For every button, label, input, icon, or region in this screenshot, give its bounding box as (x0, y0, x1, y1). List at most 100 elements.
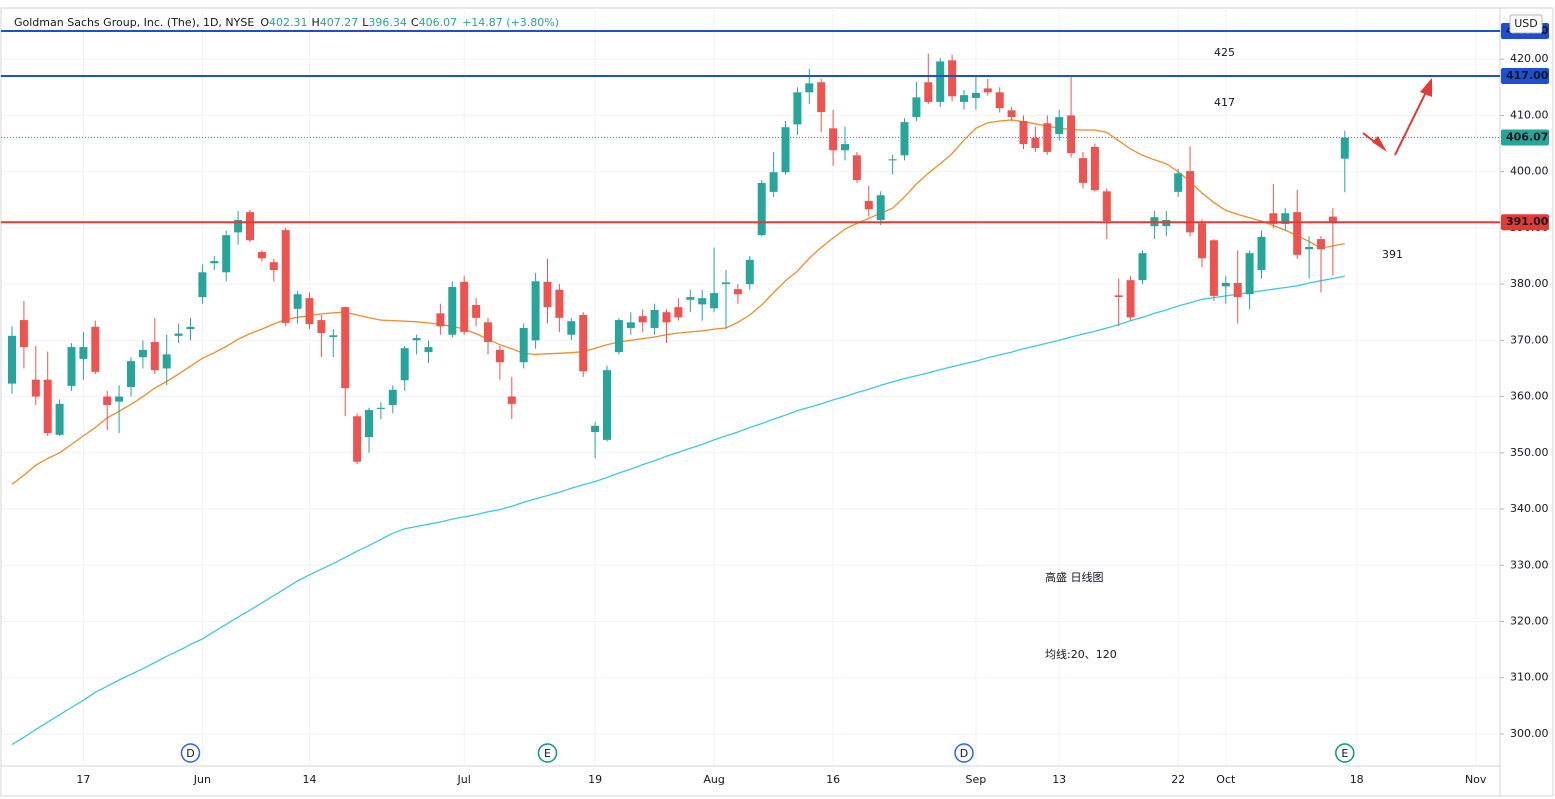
x-tick-label: Sep (966, 773, 987, 786)
candle-body (722, 282, 730, 285)
header: Goldman Sachs Group, Inc. (The), 1D, NYS… (14, 16, 559, 29)
candle-body (674, 307, 683, 318)
candle-body (43, 379, 52, 434)
candle-body (912, 97, 921, 118)
annotation: 高盛 日线图 (1045, 570, 1104, 584)
candle-body (495, 349, 504, 363)
candle-body (543, 281, 552, 308)
candle-body (55, 403, 64, 435)
event-label: E (1341, 747, 1348, 760)
y-tick-label: 360.00 (1510, 390, 1549, 403)
candle-body (1031, 137, 1040, 149)
candle-body (460, 281, 469, 332)
candle-body (1340, 137, 1349, 159)
y-tick-label: 310.00 (1510, 671, 1549, 684)
x-tick-label: 14 (303, 773, 317, 786)
x-tick-label: Aug (703, 773, 724, 786)
candle-body (138, 349, 147, 358)
candle-body (710, 293, 719, 309)
candle-body (948, 60, 957, 97)
candle-body (1257, 236, 1266, 271)
candle-body (1245, 253, 1254, 295)
candle-body (484, 322, 492, 343)
candle-body (376, 407, 385, 409)
y-tick-label: 320.00 (1510, 614, 1549, 627)
candle-body (519, 327, 528, 363)
candle-body (115, 396, 124, 402)
candle-body (603, 370, 611, 440)
candle-body (234, 219, 243, 233)
last-price-label: 406.07 (1506, 131, 1548, 144)
x-tick-label: 13 (1052, 773, 1066, 786)
candle-body (472, 304, 481, 318)
candle-body (1233, 282, 1242, 298)
candle-body (329, 335, 338, 337)
x-tick-label: Oct (1216, 773, 1236, 786)
candle-body (864, 200, 873, 210)
candle-body (971, 92, 980, 98)
candle-body (567, 321, 576, 335)
annotation: 425 (1214, 46, 1235, 59)
candle-body (79, 347, 88, 359)
candle-body (150, 342, 159, 371)
candle-body (269, 262, 278, 271)
x-tick-label: 17 (76, 773, 90, 786)
overlay: 425.00417.00391.00406.07DEDE425417391高盛 … (1, 23, 1549, 763)
candle-body (1209, 240, 1218, 296)
ohlc-value: 402.31 (269, 16, 308, 29)
candle-body (1138, 253, 1147, 281)
event-marker (537, 743, 558, 763)
moving-average (11, 119, 1345, 485)
candle-body (638, 316, 647, 323)
candle-body (579, 315, 588, 372)
candle-body (1007, 110, 1016, 118)
candle-body (341, 307, 350, 389)
candle-body (900, 122, 909, 156)
candle-body (257, 252, 266, 259)
candle-body (1114, 295, 1123, 298)
candle-body (1328, 216, 1337, 223)
candle-body (1186, 171, 1195, 233)
y-tick-label: 420.00 (1510, 52, 1549, 65)
candle-body (662, 312, 671, 323)
candle-body (1055, 117, 1064, 134)
candle-body (686, 297, 695, 300)
candle-body (841, 144, 849, 151)
candle-body (614, 320, 623, 353)
candle-body (162, 354, 171, 369)
x-tick-label: 22 (1171, 773, 1185, 786)
moving-average (11, 275, 1345, 746)
y-tick-label: 400.00 (1510, 165, 1549, 178)
candle-body (745, 259, 754, 285)
candle-body (365, 410, 373, 438)
candle-body (1067, 115, 1076, 154)
candle-body (222, 235, 231, 273)
ohlc-key: O (260, 16, 269, 29)
candle-body (1102, 191, 1111, 222)
candle-body (1317, 239, 1325, 250)
candle-body (8, 335, 16, 384)
x-tick-label: Jul (457, 773, 471, 786)
plot (8, 53, 1349, 746)
candle-body (353, 416, 362, 462)
y-tick-label: 330.00 (1510, 558, 1549, 571)
event-marker (180, 743, 201, 763)
frame (0, 7, 1554, 797)
symbol: Goldman Sachs Group, Inc. (The), 1D, NYS… (14, 16, 254, 29)
y-tick-label: 340.00 (1510, 502, 1549, 515)
arrow (1394, 89, 1428, 156)
x-tick-label: Nov (1465, 773, 1487, 786)
candle-body (1043, 123, 1052, 152)
candle-body (1090, 146, 1099, 191)
candle-body (983, 88, 992, 93)
ohlc-key: L (362, 16, 369, 29)
candle-body (805, 83, 814, 93)
level-label: 417.00 (1506, 69, 1549, 82)
event-label: E (544, 747, 551, 760)
ohlc-value: 406.07 (419, 16, 458, 29)
level-label: 391.00 (1506, 215, 1549, 228)
candle-body (829, 128, 838, 151)
